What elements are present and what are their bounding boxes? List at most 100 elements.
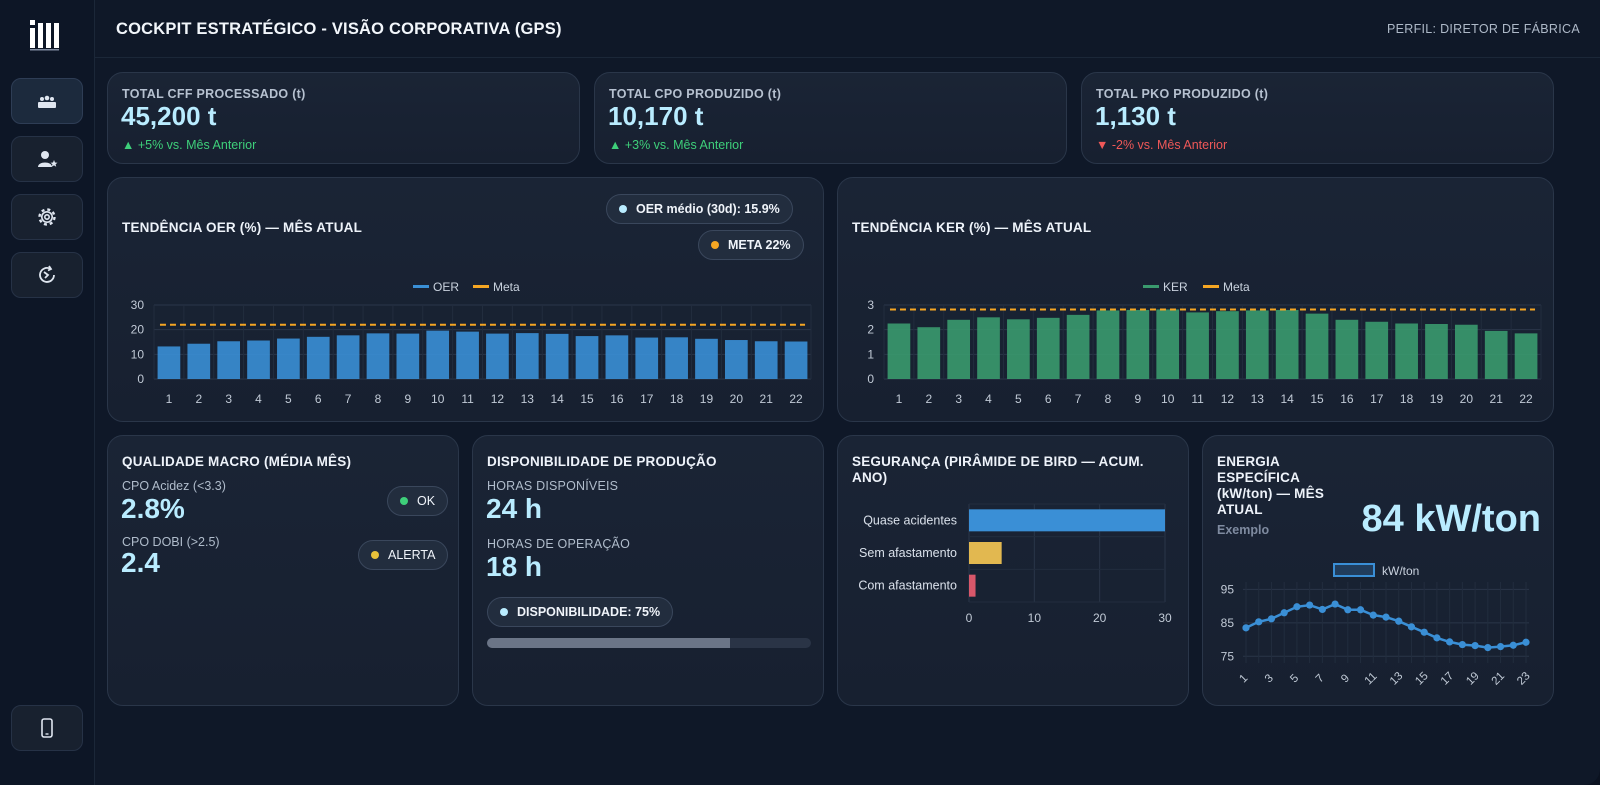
- oer-bar: [396, 333, 420, 379]
- energy-point: [1293, 603, 1301, 611]
- oer-bar: [187, 343, 211, 379]
- energy-point: [1382, 613, 1390, 621]
- x-tick-label: 12: [1221, 392, 1235, 406]
- oer-legend-swatch: [413, 285, 429, 288]
- energy-point: [1458, 640, 1466, 649]
- x-tick-label: 18: [1400, 392, 1414, 406]
- x-tick-label: 19: [1430, 392, 1444, 406]
- dobi-status-badge: ALERTA: [358, 540, 449, 570]
- oer-bar: [605, 335, 629, 379]
- x-tick-label: 9: [1339, 672, 1352, 685]
- x-tick-label: 11: [461, 392, 474, 406]
- ker-bar: [917, 327, 941, 379]
- oer-bar: [336, 335, 360, 379]
- available-hours-label: HORAS DISPONÍVEIS: [487, 479, 619, 493]
- acid-status-badge: OK: [387, 486, 449, 516]
- dobi-label: CPO DOBI (>2.5): [122, 535, 220, 549]
- ker-bar: [1186, 312, 1209, 379]
- x-tick-label: 20: [1460, 392, 1474, 406]
- energy-value: 84 kW/ton: [1361, 498, 1541, 540]
- ker-bar: [1275, 309, 1299, 379]
- category-label: Sem afastamento: [859, 546, 957, 560]
- y-tick-label: 30: [131, 298, 145, 312]
- kpi-label: TOTAL CFF PROCESSADO (t): [122, 87, 306, 101]
- info-dot-icon: [500, 608, 508, 616]
- meta-legend-swatch: [1203, 285, 1219, 288]
- info-dot-icon: [619, 205, 627, 213]
- quality-card: QUALIDADE MACRO (MÉDIA MÊS) CPO Acidez (…: [107, 435, 459, 706]
- energy-title: ENERGIA ESPECÍFICA (kW/ton) — MÊS ATUAL: [1217, 454, 1325, 517]
- energy-point: [1267, 615, 1276, 623]
- sidebar-item-users[interactable]: [11, 136, 83, 182]
- quality-title: QUALIDADE MACRO (MÉDIA MÊS): [122, 454, 352, 469]
- x-tick-label: 8: [1105, 392, 1112, 406]
- oer-bar: [635, 337, 659, 379]
- y-tick-label: 0: [867, 372, 874, 386]
- y-tick-label: 20: [131, 323, 145, 337]
- kpi-card-cff: TOTAL CFF PROCESSADO (t) 45,200 t ▲ +5% …: [107, 72, 580, 164]
- x-tick-label: 8: [375, 392, 382, 406]
- y-tick-label: 0: [137, 372, 144, 386]
- ker-trend-card: TENDÊNCIA KER (%) — MÊS ATUAL KER Meta 0 1 2…: [837, 177, 1554, 422]
- sidebar-item-settings[interactable]: [11, 194, 83, 240]
- x-tick-label: 13: [1251, 392, 1265, 406]
- kpi-delta: ▼ -2% vs. Mês Anterior: [1096, 138, 1228, 152]
- oer-bar: [575, 336, 599, 379]
- ker-bar: [1514, 333, 1538, 379]
- oer-bar: [157, 346, 181, 379]
- category-label: Quase acidentes: [863, 513, 957, 527]
- energy-point: [1395, 617, 1403, 625]
- x-tick-label: 7: [345, 392, 352, 406]
- energy-point: [1369, 611, 1377, 619]
- x-tick-label: 20: [730, 392, 744, 406]
- ok-dot-icon: [400, 497, 408, 505]
- energy-point: [1407, 623, 1416, 631]
- x-tick-label: 21: [760, 392, 774, 406]
- energy-point: [1344, 606, 1352, 614]
- sidebar-item-mobile[interactable]: [11, 705, 83, 751]
- y-tick-label: 75: [1221, 649, 1235, 663]
- energy-point: [1522, 638, 1530, 646]
- ker-bar: [1395, 323, 1418, 379]
- energy-point: [1509, 641, 1517, 649]
- x-tick-label: 23: [1515, 670, 1533, 688]
- oer-meta-text: META 22%: [728, 238, 791, 252]
- meta-legend-swatch: [473, 285, 489, 288]
- x-tick-label: 7: [1314, 672, 1327, 685]
- safety-title: SEGURANÇA (PIRÂMIDE DE BIRD — ACUM. ANO): [852, 454, 1144, 485]
- oer-average-text: OER médio (30d): 15.9%: [636, 202, 780, 216]
- ker-title: TENDÊNCIA KER (%) — MÊS ATUAL: [852, 220, 1092, 235]
- ker-bar: [1126, 309, 1150, 379]
- sidebar-item-history[interactable]: [11, 252, 83, 298]
- x-tick-label: 12: [491, 392, 505, 406]
- x-tick-label: 9: [404, 392, 411, 406]
- x-tick-label: 15: [1310, 392, 1324, 406]
- x-tick-label: 22: [1519, 392, 1533, 406]
- energy-point: [1306, 601, 1314, 609]
- energy-legend-swatch: [1333, 563, 1375, 577]
- x-tick-label: 13: [521, 392, 535, 406]
- sidebar-item-factory[interactable]: [11, 78, 83, 124]
- oer-bar: [754, 341, 778, 379]
- kpi-label: TOTAL CPO PRODUZIDO (t): [609, 87, 782, 101]
- y-tick-label: 95: [1221, 582, 1235, 596]
- operation-hours-label: HORAS DE OPERAÇÃO: [487, 537, 631, 551]
- x-tick-label: 2: [195, 392, 202, 406]
- ker-bar: [1096, 310, 1120, 379]
- kpi-card-cpo: TOTAL CPO PRODUZIDO (t) 10,170 t ▲ +3% v…: [594, 72, 1067, 164]
- top-header: COCKPIT ESTRATÉGICO - VISÃO CORPORATIVA …: [95, 0, 1600, 58]
- energy-point: [1255, 618, 1263, 626]
- availability-progress-fill: [487, 638, 730, 648]
- x-tick-label: 7: [1075, 392, 1082, 406]
- meta-legend-label: Meta: [1223, 280, 1250, 294]
- ker-bar: [1156, 309, 1180, 379]
- ker-bar: [977, 317, 1000, 379]
- factory-icon: [38, 95, 56, 108]
- acid-status-text: OK: [417, 494, 436, 508]
- energy-point: [1471, 641, 1479, 650]
- sidebar: [0, 0, 95, 785]
- x-tick-label: 14: [550, 392, 564, 406]
- oer-legend-label: OER: [433, 280, 459, 294]
- operation-hours-value: 18 h: [486, 551, 543, 582]
- x-tick-label: 3: [955, 392, 962, 406]
